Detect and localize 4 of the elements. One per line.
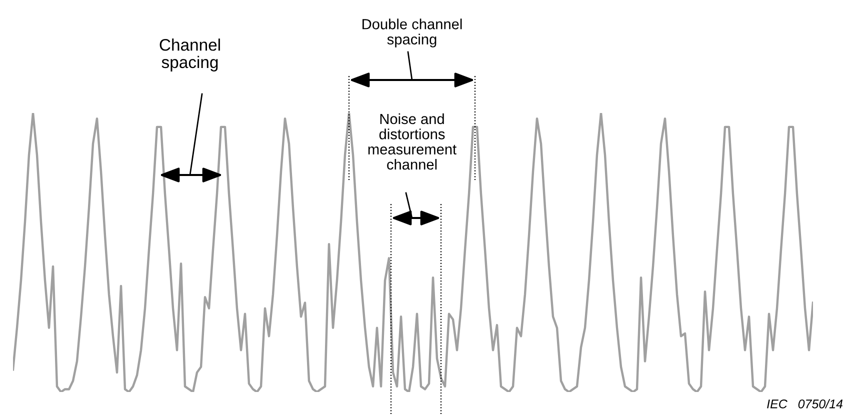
text: Double channel spacing (362, 18, 462, 48)
text: IEC 0750/14 (767, 399, 843, 408)
text: Channel spacing (160, 38, 220, 72)
annotation: Noise and distortions measurement channel (368, 113, 456, 170)
